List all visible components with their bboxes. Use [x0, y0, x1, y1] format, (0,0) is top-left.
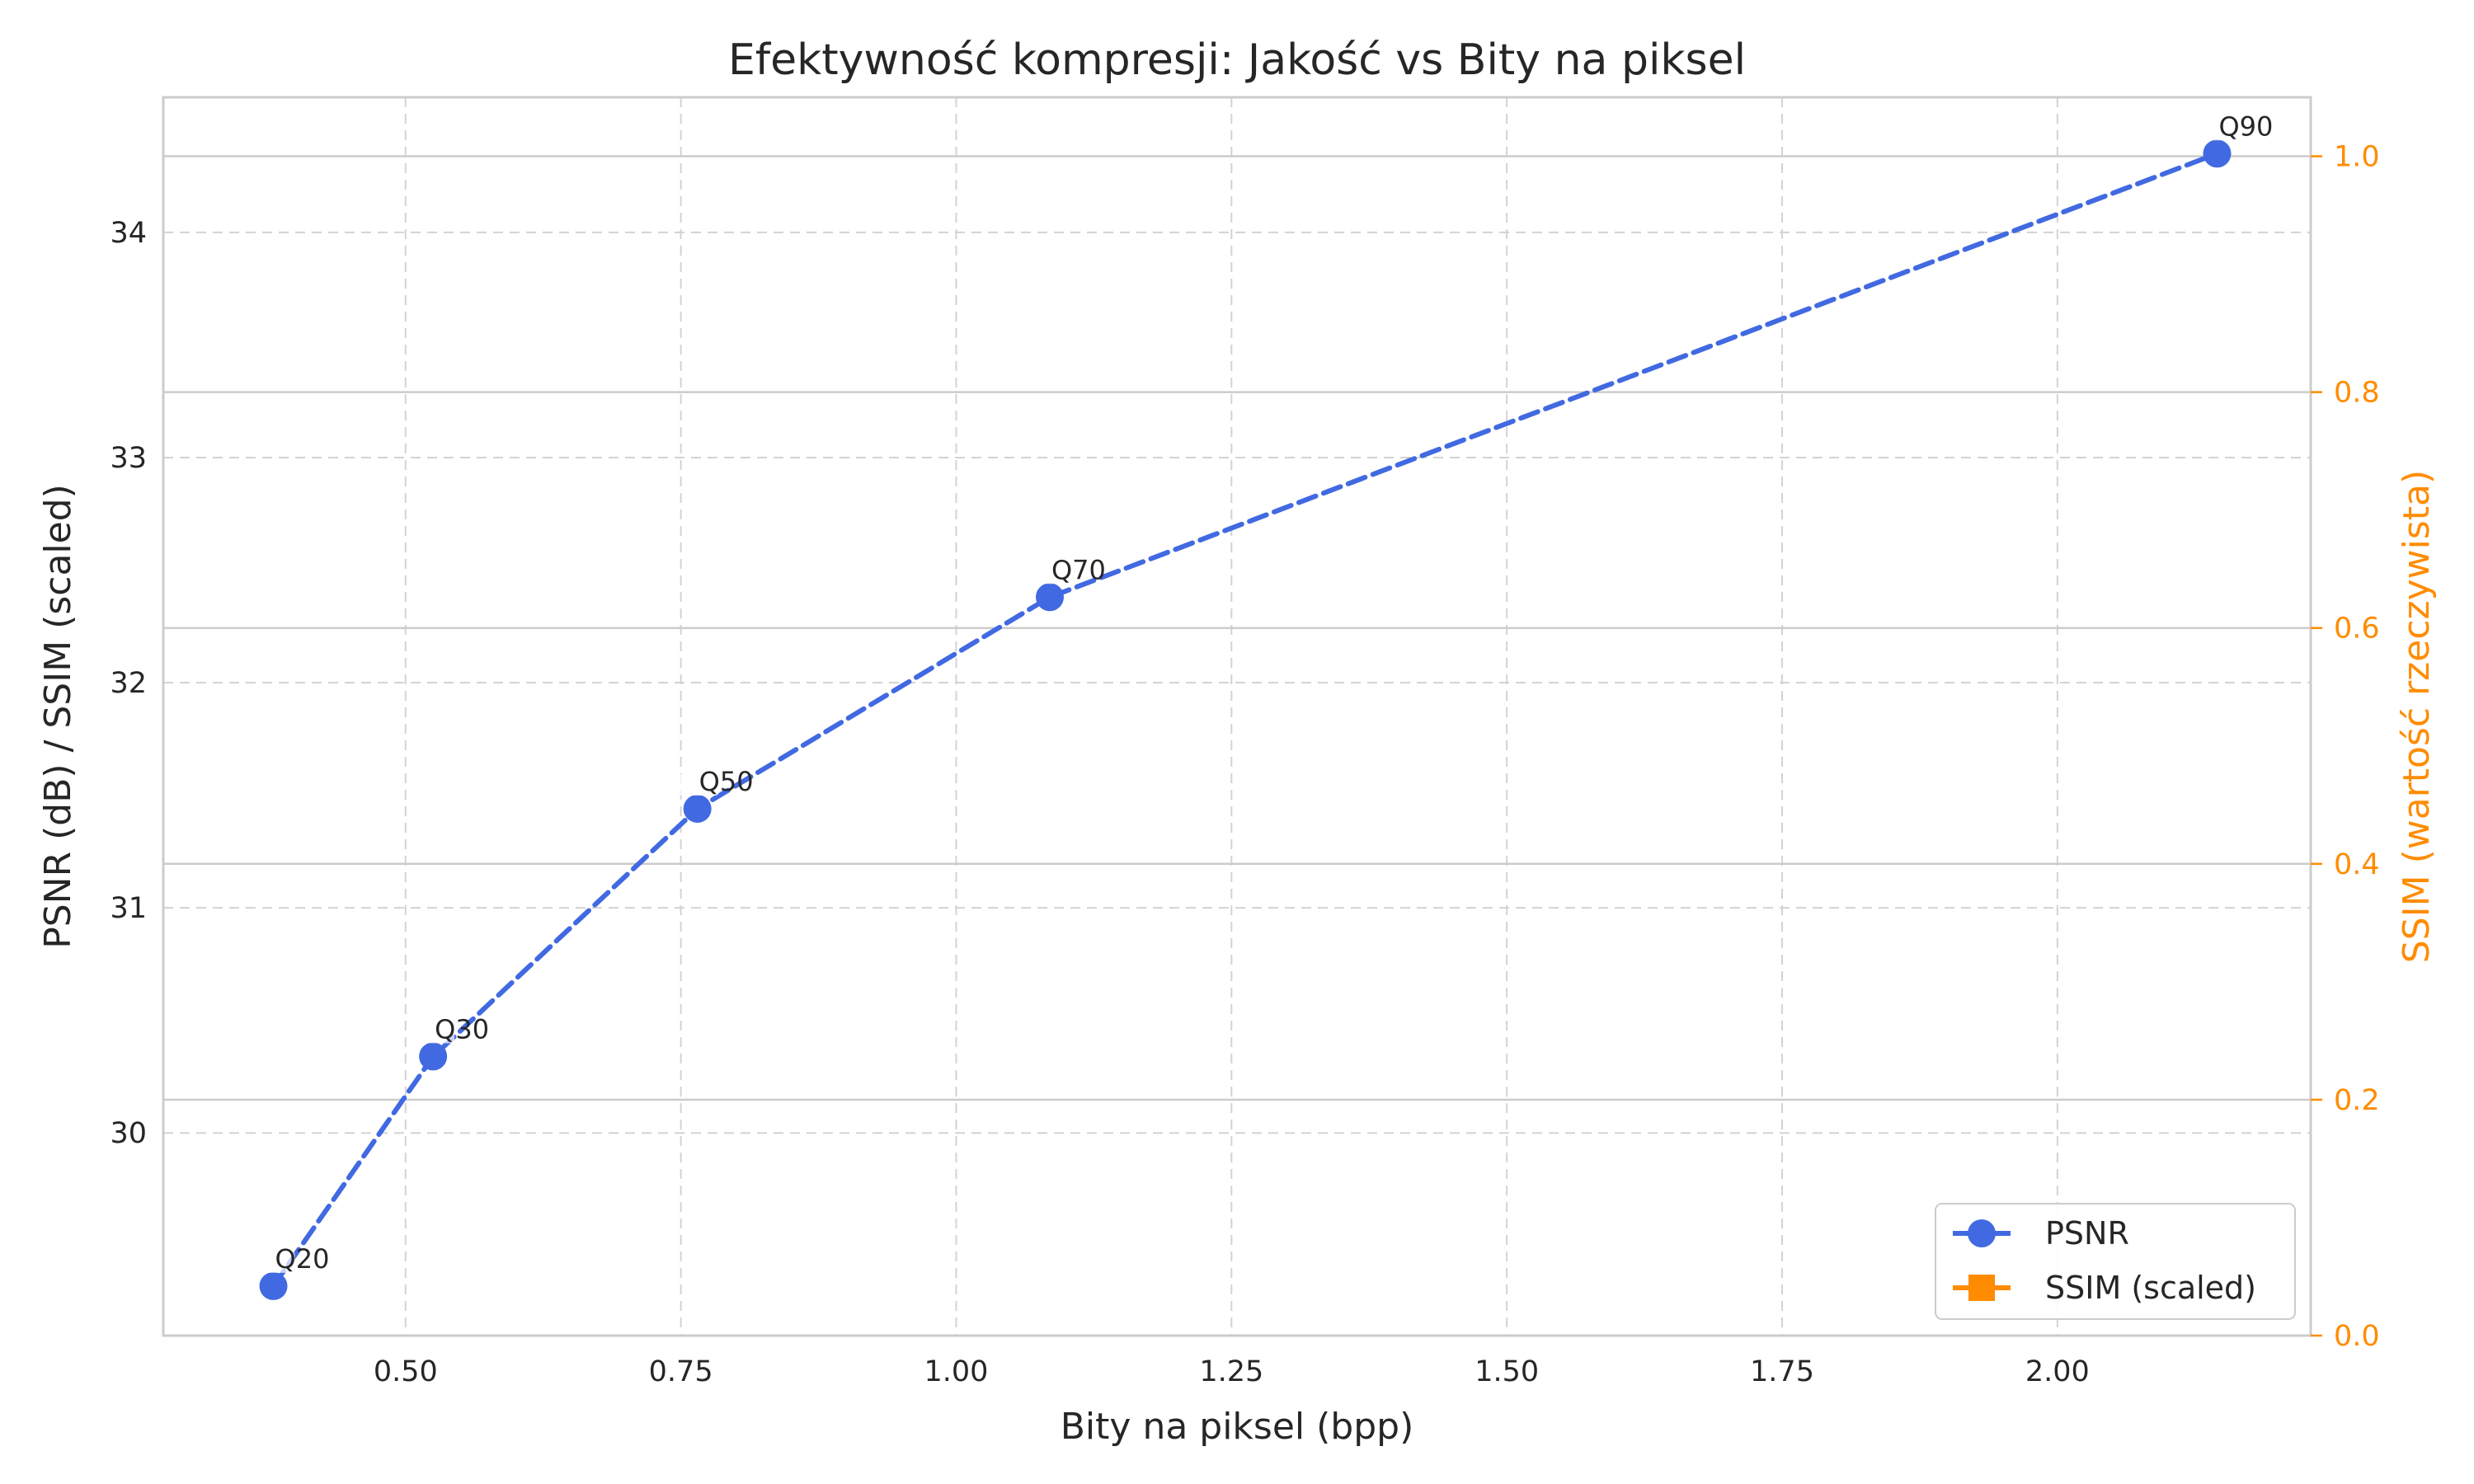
- psnr-point: [259, 1271, 288, 1300]
- x-tick-label: 1.50: [1475, 1355, 1539, 1388]
- point-label: Q70: [1051, 554, 1106, 585]
- point-label-background: [1028, 562, 1071, 585]
- x-tick-label: 2.00: [2025, 1355, 2090, 1388]
- x-tick-label: 0.75: [649, 1355, 713, 1388]
- psnr-point: [2203, 139, 2232, 168]
- legend-box: [1935, 1203, 2296, 1320]
- point-label-background: [412, 1021, 455, 1044]
- point-label-background: [2195, 119, 2239, 141]
- psnr-point: [683, 794, 712, 823]
- chart-title: Efektywność kompresji: Jakość vs Bity na…: [728, 35, 1746, 85]
- legend: PSNR SSIM (scaled): [1935, 1203, 2296, 1320]
- point-label-background: [252, 1251, 295, 1273]
- psnr-point: [1035, 583, 1064, 612]
- x-axis-label: Bity na piksel (bpp): [1061, 1406, 1413, 1448]
- y-tick-label: 30: [110, 1117, 147, 1150]
- y-tick-label: 33: [110, 442, 147, 475]
- y-right-tick-label: 0.2: [2334, 1084, 2380, 1117]
- point-label: Q90: [2218, 110, 2273, 142]
- point-label: Q30: [435, 1013, 489, 1045]
- y-tick-label: 34: [110, 217, 147, 250]
- psnr-line: [270, 151, 2220, 1289]
- series: Q20 Q30 Q50 Q70 Q90: [252, 110, 2273, 1300]
- legend-ssim-marker: [1968, 1275, 1995, 1301]
- grid: [163, 97, 2311, 1336]
- y-right-tick-label: 0.6: [2334, 613, 2380, 646]
- y-right-tick-label: 1.0: [2334, 141, 2380, 174]
- y-axis-label: PSNR (dB) / SSIM (scaled): [37, 484, 79, 949]
- y-tick-label: 31: [110, 892, 147, 925]
- y-tick-label: 32: [110, 667, 147, 700]
- point-label: Q20: [275, 1243, 330, 1275]
- y-right-tick-label: 0.4: [2334, 848, 2380, 881]
- x-tick-label: 1.75: [1750, 1355, 1814, 1388]
- legend-psnr-marker: [1968, 1219, 1996, 1247]
- legend-ssim-label: SSIM (scaled): [2045, 1270, 2256, 1306]
- axis-ticks: 0.50 0.75 1.00 1.25 1.50 1.75 2.00 30 31 32 33 34 0.…: [110, 141, 2379, 1388]
- x-tick-label: 0.50: [374, 1355, 438, 1388]
- x-tick-label: 1.00: [924, 1355, 989, 1388]
- y-right-axis-label: SSIM (wartość rzeczywista): [2396, 470, 2438, 963]
- point-label-background: [675, 773, 719, 796]
- legend-psnr-label: PSNR: [2045, 1215, 2129, 1252]
- right-axis-grid: [163, 155, 2311, 1337]
- y-right-tick-label: 0.0: [2334, 1320, 2380, 1353]
- plot-frame: [162, 96, 2312, 1337]
- point-label: Q50: [699, 766, 754, 797]
- x-tick-label: 1.25: [1199, 1355, 1263, 1388]
- psnr-point: [419, 1042, 448, 1071]
- y-right-tick-label: 0.8: [2334, 377, 2380, 410]
